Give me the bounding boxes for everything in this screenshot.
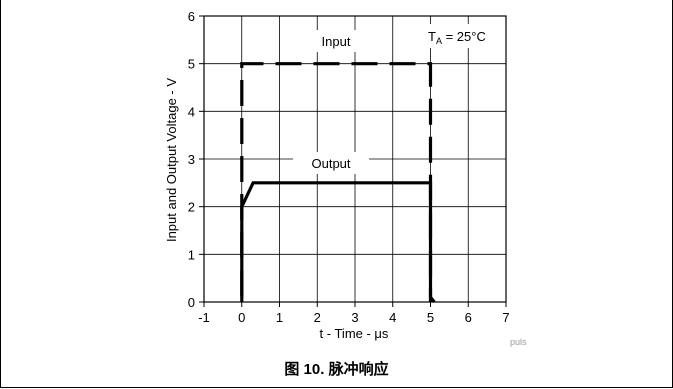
x-tick-label: 4 [389, 310, 396, 325]
figure-caption: 图 10. 脉冲响应 [284, 361, 389, 378]
y-axis-label: Input and Output Voltage - V [164, 78, 179, 242]
y-tick-label: 5 [188, 57, 195, 72]
y-tick-label: 1 [188, 247, 195, 262]
x-tick-label: 5 [427, 310, 434, 325]
x-tick-label: 0 [238, 310, 245, 325]
x-tick-label: 6 [465, 310, 472, 325]
watermark-text: puls [510, 337, 527, 347]
input-label-background [300, 30, 372, 52]
x-tick-label: 1 [276, 310, 283, 325]
condition-value: = 25°C [442, 29, 486, 44]
series-lines [240, 62, 436, 303]
x-tick-label: 7 [502, 310, 509, 325]
axes [199, 15, 507, 307]
x-tick-label: 2 [314, 310, 321, 325]
series-label-backgrounds [293, 24, 500, 174]
series-label-input: Input [322, 34, 351, 49]
y-tick-label: 2 [188, 200, 195, 215]
y-tick-label: 0 [188, 295, 195, 310]
series-line-output [240, 181, 436, 303]
x-axis-label: t - Time - μs [320, 326, 389, 341]
y-tick-label: 3 [188, 152, 195, 167]
y-tick-label: 6 [188, 9, 195, 24]
condition-background [420, 24, 500, 48]
output-label-background [293, 152, 369, 174]
condition-symbol: T [428, 29, 436, 44]
series-label-output: Output [311, 156, 350, 171]
condition-subscript: A [436, 36, 442, 46]
y-tick-label: 4 [188, 104, 195, 119]
x-tick-label: -1 [198, 310, 210, 325]
temperature-condition: TA = 25°C [428, 29, 486, 46]
x-tick-label: 3 [351, 310, 358, 325]
